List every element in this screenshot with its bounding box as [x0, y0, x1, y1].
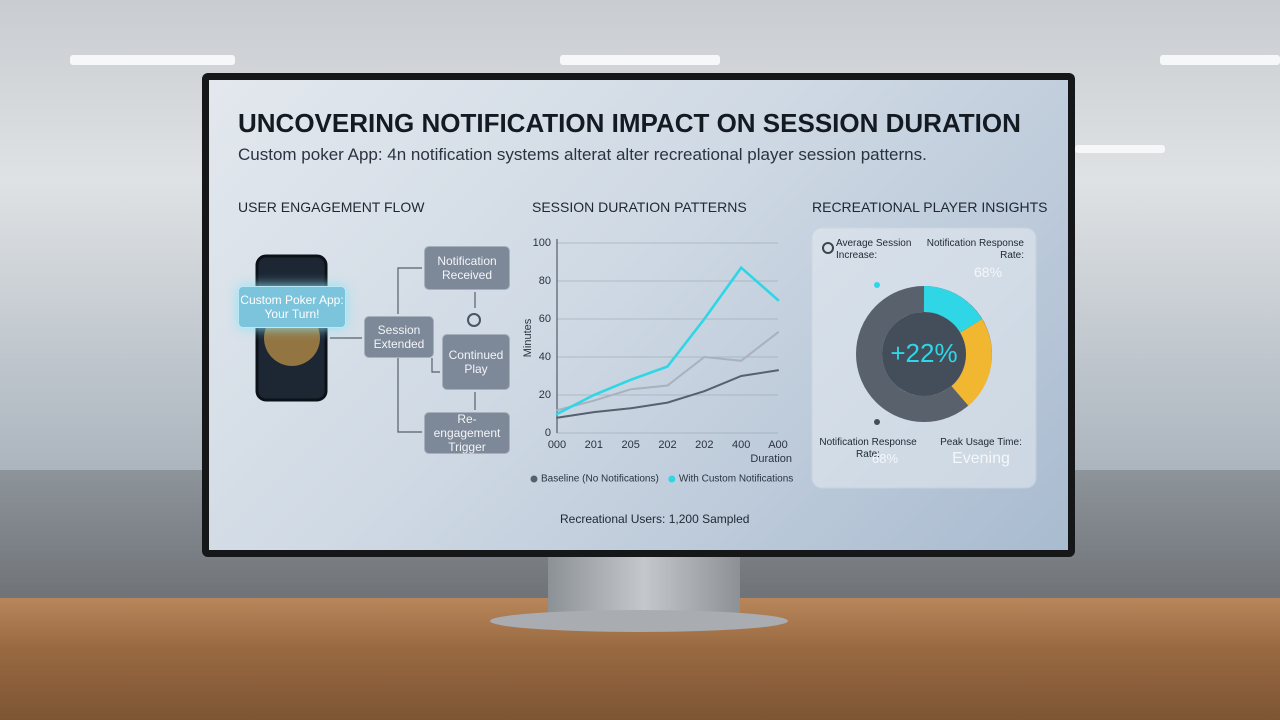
series-line: [556, 331, 779, 412]
ceiling-light: [560, 55, 720, 65]
dot: [874, 419, 880, 425]
insight-label: Notification Response Rate:: [819, 437, 917, 460]
donut-center: [882, 312, 966, 396]
flow-node: Re-engagement Trigger: [424, 412, 510, 454]
arrow: [397, 267, 422, 314]
y-tick-label: 20: [539, 389, 551, 401]
y-tick-label: 0: [545, 427, 551, 439]
ceiling-light: [1075, 145, 1165, 153]
ceiling-light: [70, 55, 235, 65]
y-axis-label: Minutes: [522, 318, 534, 357]
legend-marker: [668, 475, 676, 483]
line-chart: Minutes Duration 0 20 40 60 80 100 000 201 205 20…: [522, 237, 793, 485]
phone-notification: Custom Poker App: Your Turn!: [238, 286, 346, 328]
gear-icon: [467, 313, 481, 327]
dot: [874, 282, 880, 288]
x-axis-label: Duration: [750, 453, 792, 465]
arrow: [431, 358, 440, 373]
series-line: [556, 369, 779, 419]
section-title: RECREATIONAL PLAYER INSIGHTS: [812, 199, 1048, 215]
x-tick-label: 202: [658, 439, 676, 451]
insight-value: 68%: [872, 451, 899, 466]
monitor-base: [490, 610, 788, 632]
flow-node: Session Extended: [364, 316, 434, 358]
flow-arrows: [330, 267, 476, 433]
x-tick-label: 202: [695, 439, 713, 451]
chart-note: Recreational Users: 1,200 Sampled: [560, 512, 750, 526]
subtitle: Custom poker App: 4n notification system…: [238, 145, 927, 164]
series-line: [555, 265, 780, 416]
ceiling-light: [1160, 55, 1280, 65]
x-tick-label: 000: [548, 439, 566, 451]
donut-arc: [923, 286, 983, 334]
legend-marker: [530, 475, 538, 483]
y-tick-label: 80: [539, 275, 551, 287]
gear-icon: [822, 242, 834, 254]
y-tick-label: 40: [539, 351, 551, 363]
x-tick-label: A00: [768, 439, 788, 451]
x-tick-label: 201: [585, 439, 603, 451]
legend-label: Baseline (No Notifications): [541, 474, 659, 485]
monitor-stand: [548, 555, 740, 615]
title: UNCOVERING NOTIFICATION IMPACT ON SESSIO…: [238, 108, 1021, 138]
section-title: USER ENGAGEMENT FLOW: [238, 199, 425, 215]
insight-value: Evening: [952, 450, 1010, 467]
section-title: SESSION DURATION PATTERNS: [532, 199, 747, 215]
x-tick-label: 400: [732, 439, 750, 451]
center-value: +22%: [890, 338, 958, 368]
donut-arc: [951, 319, 992, 406]
insight-label: Peak Usage Time:: [940, 437, 1022, 448]
x-tick-label: 205: [621, 439, 639, 451]
flow-node: Continued Play: [442, 334, 510, 390]
y-tick-label: 60: [539, 313, 551, 325]
insight-label: Average Session Increase:: [836, 238, 912, 261]
flow-node: Notification Received: [424, 246, 510, 290]
insight-value: 68%: [974, 264, 1003, 280]
y-tick-label: 100: [533, 237, 551, 249]
legend-label: With Custom Notifications: [679, 474, 793, 485]
arrow: [397, 358, 422, 433]
insight-label: Notification Response Rate:: [926, 238, 1024, 261]
